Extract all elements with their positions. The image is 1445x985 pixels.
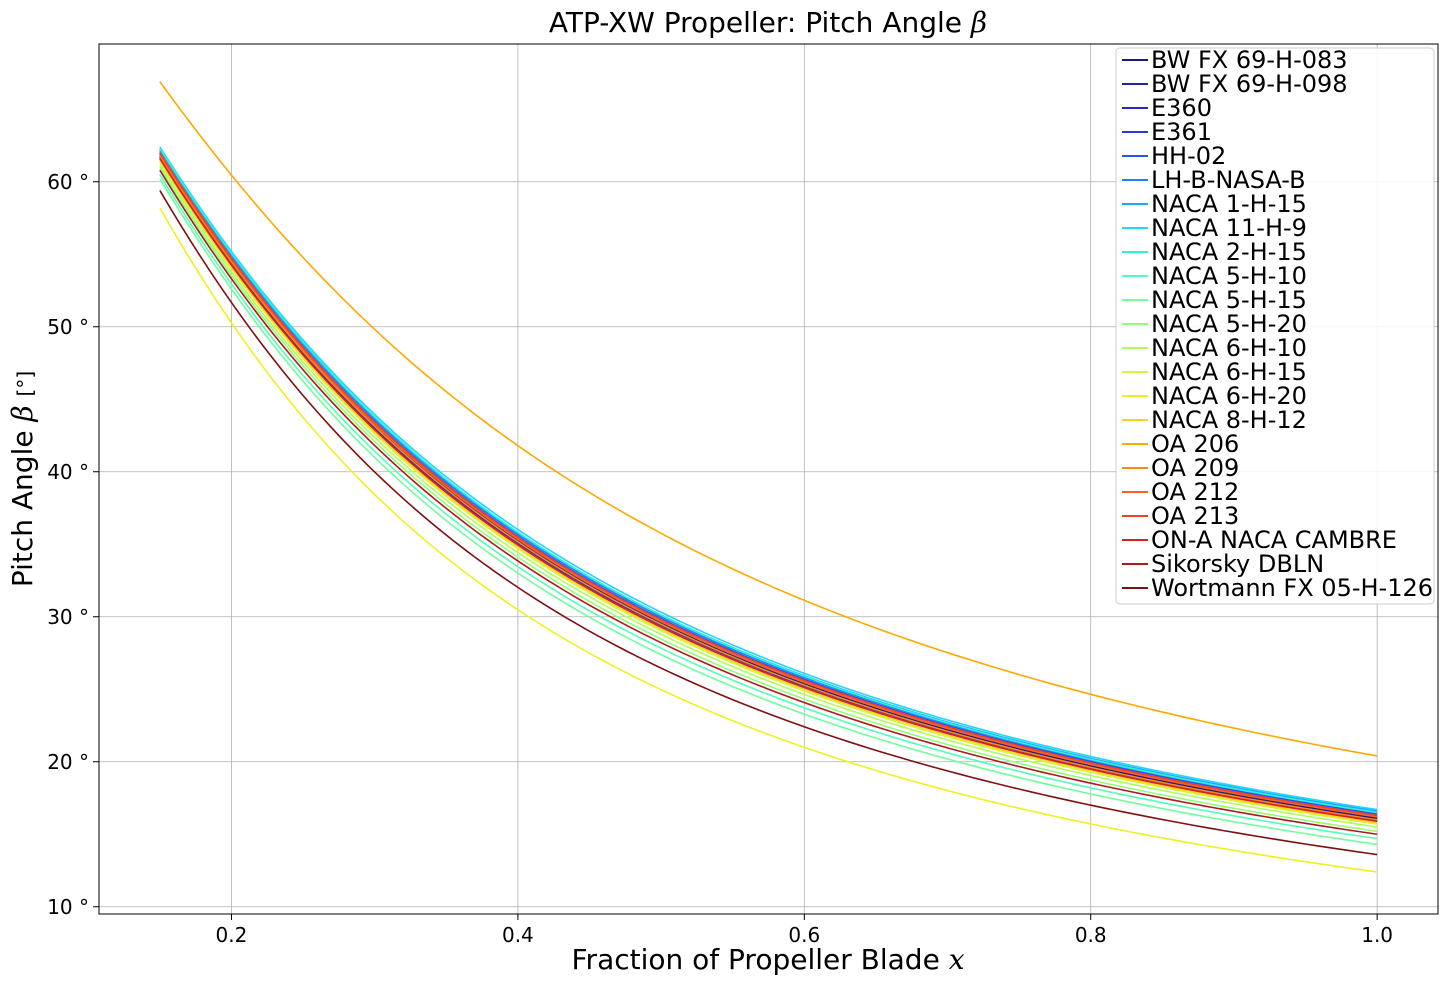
y-tick-label: 60 ° [47, 170, 89, 194]
series-line [159, 159, 1378, 824]
series-line [159, 190, 1378, 856]
legend-label: NACA 8-H-12 [1151, 406, 1307, 434]
legend-label: NACA 5-H-10 [1151, 262, 1307, 290]
legend-label: ON-A NACA CAMBRE [1151, 526, 1397, 554]
x-tick-label: 0.6 [788, 923, 820, 947]
legend-label: NACA 6-H-10 [1151, 334, 1307, 362]
series-line [159, 174, 1378, 840]
y-tick-label: 30 ° [47, 605, 89, 629]
series-line [159, 158, 1378, 822]
legend-label: NACA 2-H-15 [1151, 238, 1307, 266]
y-tick-label: 50 ° [47, 315, 89, 339]
legend-label: Wortmann FX 05-H-126 [1151, 574, 1433, 602]
legend-label: BW FX 69-H-098 [1151, 70, 1348, 98]
chart-title-text: ATP-XW Propeller: Pitch Angle [549, 6, 962, 39]
y-axis-label-text: Pitch Angle [6, 430, 39, 587]
legend-label: OA 206 [1151, 430, 1239, 458]
x-tick-label: 0.2 [216, 923, 248, 947]
legend-label: NACA 5-H-15 [1151, 286, 1307, 314]
legend-label: OA 212 [1151, 478, 1239, 506]
y-tick-label: 20 ° [47, 750, 89, 774]
legend-label: E360 [1151, 94, 1212, 122]
series-lines [159, 81, 1378, 873]
series-line [159, 146, 1378, 811]
x-axis-label-symbol: x [949, 943, 965, 976]
legend-label: NACA 1-H-15 [1151, 190, 1307, 218]
legend-label: HH-02 [1151, 142, 1226, 170]
legend-box [1115, 47, 1435, 605]
legend-label: NACA 5-H-20 [1151, 310, 1307, 338]
series-line [159, 166, 1378, 833]
legend-label: BW FX 69-H-083 [1151, 46, 1348, 74]
y-tick-label: 40 ° [47, 460, 89, 484]
series-line [159, 152, 1378, 817]
x-tick-label: 1.0 [1361, 923, 1393, 947]
y-axis-label-unit: [°] [13, 371, 37, 397]
series-line [159, 147, 1378, 814]
plot-frame [98, 43, 1439, 915]
legend-label: OA 213 [1151, 502, 1239, 530]
legend-label: NACA 11-H-9 [1151, 214, 1307, 242]
series-line [159, 178, 1378, 846]
legend-label: OA 209 [1151, 454, 1239, 482]
series-line [159, 207, 1378, 873]
series-line [159, 161, 1378, 825]
axis-ticks: 0.2 0.4 0.6 0.8 1.0 10 ° 20 ° 30 ° 40 ° 50 ° 60 ° [47, 170, 1393, 947]
chart-title: ATP-XW Propeller: Pitch Angle β [549, 6, 987, 39]
legend-label: NACA 6-H-15 [1151, 358, 1307, 386]
x-tick-label: 0.8 [1075, 923, 1107, 947]
legend-label: NACA 6-H-20 [1151, 382, 1307, 410]
series-line [159, 81, 1378, 757]
legend-label: Sikorsky DBLN [1151, 550, 1324, 578]
series-line [159, 169, 1378, 836]
y-axis-label-symbol: β [6, 405, 39, 422]
series-line [159, 155, 1378, 821]
series-line [159, 163, 1378, 828]
legend-label: E361 [1151, 118, 1212, 146]
chart-title-symbol: β [970, 6, 987, 39]
x-axis-label: Fraction of Propeller Blade x [571, 943, 964, 976]
x-axis-label-text: Fraction of Propeller Blade [571, 943, 939, 976]
series-line [159, 153, 1378, 818]
x-tick-label: 0.4 [502, 923, 534, 947]
y-axis-label: Pitch Angle β [°] [6, 371, 39, 587]
legend-label: LH-B-NASA-B [1151, 166, 1306, 194]
y-tick-label: 10 ° [47, 895, 89, 919]
